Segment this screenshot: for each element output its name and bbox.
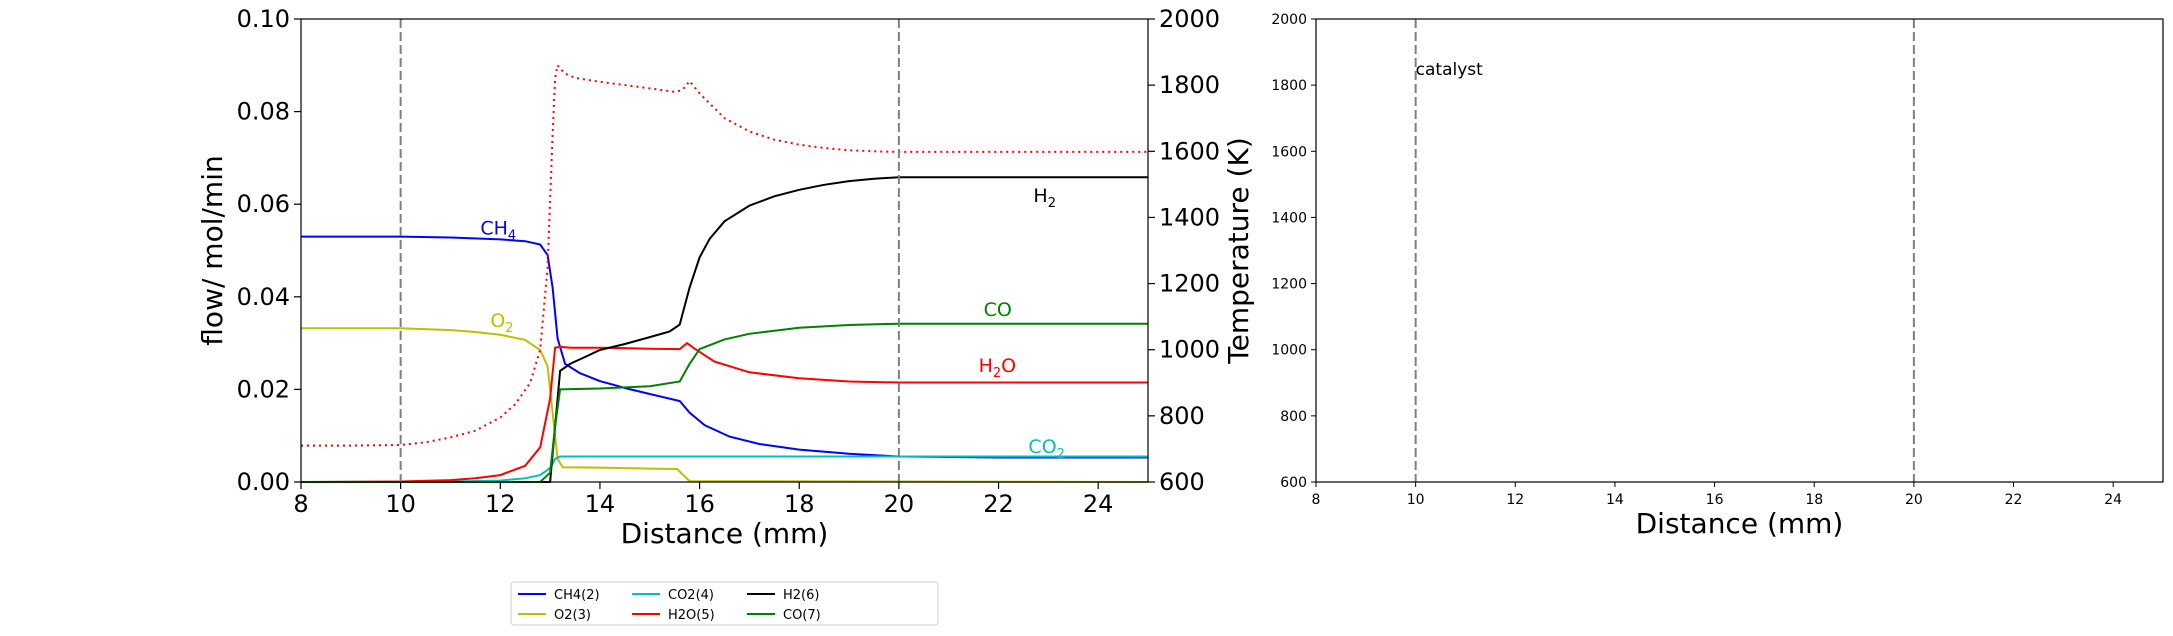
- plot-frame: [300, 18, 1149, 483]
- x-tick-label: 16: [1706, 492, 1724, 508]
- legend-entry: H2(6): [747, 588, 819, 603]
- legend: CH4(2) O2(3) CO2(4) H2O(5) H2(6) CO(7): [510, 581, 939, 626]
- x-tick-label: 22: [983, 490, 1014, 518]
- y-tick-label: 0.00: [237, 468, 290, 496]
- catalyst-boundary-lines: [399, 19, 900, 482]
- right-y-tick-label: 1400: [1159, 203, 1220, 231]
- legend-entry: CO2(4): [632, 588, 714, 603]
- right-y-axis-ticks: 600 800 1000 1200 1400 1600 1800 2000: [1148, 5, 1220, 496]
- series-label: H2: [1033, 185, 1056, 211]
- x-tick-label: 20: [1905, 492, 1923, 508]
- legend-entry: O2(3): [518, 608, 591, 623]
- series-label: CO: [984, 299, 1012, 321]
- legend-label: H2O(5): [668, 608, 715, 623]
- species-series-group: [300, 176, 1149, 483]
- series-line: [300, 455, 1148, 483]
- x-axis-label: Distance (mm): [1636, 507, 1844, 540]
- series-label: H2O: [979, 355, 1017, 381]
- series-line: [300, 341, 1148, 483]
- right-y-tick-label: 1000: [1159, 336, 1220, 364]
- y-tick-label: 600: [1280, 475, 1307, 491]
- y-axis-ticks: 600 800 1000 1200 1400 1600 1800 2000: [1271, 12, 1316, 491]
- legend-label: CO2(4): [668, 588, 714, 603]
- x-tick-label: 24: [2104, 492, 2122, 508]
- x-tick-label: 8: [1312, 492, 1321, 508]
- legend-box: [510, 581, 939, 626]
- legend-label: H2(6): [783, 588, 819, 603]
- series-line: [301, 176, 1148, 483]
- x-tick-label: 14: [1606, 492, 1624, 508]
- x-tick-label: 10: [385, 490, 416, 518]
- legend-label: O2(3): [554, 608, 591, 623]
- x-tick-label: 14: [585, 490, 616, 518]
- y-tick-label: 0.06: [237, 190, 290, 218]
- x-tick-label: 22: [2005, 492, 2023, 508]
- y-tick-label: 1800: [1271, 78, 1307, 94]
- y-tick-label: 0.08: [237, 98, 290, 126]
- y-tick-label: 800: [1280, 409, 1307, 425]
- legend-label: CH4(2): [554, 588, 600, 603]
- series-label: O2: [490, 310, 513, 336]
- legend-entry: CO(7): [747, 608, 821, 623]
- plot-frame: [1315, 18, 2164, 483]
- y-tick-label: 0.10: [237, 5, 290, 33]
- series-line: [301, 327, 1149, 483]
- y-tick-label: 1200: [1271, 277, 1307, 293]
- x-tick-label: 10: [1407, 492, 1425, 508]
- y-axis-ticks: 0.00 0.02 0.04 0.06 0.08 0.10: [237, 5, 301, 496]
- right-y-tick-label: 600: [1159, 468, 1205, 496]
- y-tick-label: 0.02: [237, 375, 290, 403]
- y-tick-label: 2000: [1271, 12, 1307, 28]
- catalyst-annotation: catalyst: [1416, 60, 1483, 80]
- series-line: [301, 235, 1148, 459]
- right-y-tick-label: 800: [1159, 402, 1205, 430]
- x-tick-label: 12: [1506, 492, 1524, 508]
- right-y-tick-label: 2000: [1159, 5, 1220, 33]
- temperature-line: [301, 62, 1148, 447]
- y-tick-label: 1000: [1271, 343, 1307, 359]
- x-axis-ticks: 8 10 12 14 16 18 20 22 24: [1312, 482, 2122, 508]
- right-y-tick-label: 1800: [1159, 71, 1220, 99]
- temperature-chart: catalyst 8 10 12 14 16 18 20 22 24 600 800 1000 120…: [1271, 12, 2164, 540]
- series-line: [301, 322, 1148, 483]
- x-axis-label: Distance (mm): [621, 517, 829, 550]
- legend-label: CO(7): [783, 608, 821, 623]
- x-tick-label: 8: [293, 490, 308, 518]
- right-y-axis-label: Temperature (K): [1222, 137, 1255, 364]
- legend-entry: CH4(2): [518, 588, 600, 603]
- x-tick-label: 24: [1083, 490, 1114, 518]
- y-tick-label: 1400: [1271, 210, 1307, 226]
- x-tick-label: 18: [1805, 492, 1823, 508]
- legend-entry: H2O(5): [632, 608, 715, 623]
- y-tick-label: 1600: [1271, 144, 1307, 160]
- right-y-tick-label: 1200: [1159, 270, 1220, 298]
- x-tick-label: 16: [684, 490, 715, 518]
- x-tick-label: 18: [784, 490, 815, 518]
- x-axis-ticks: 8 10 12 14 16 18 20 22 24: [293, 482, 1113, 518]
- x-tick-label: 12: [485, 490, 516, 518]
- y-tick-label: 0.04: [237, 283, 290, 311]
- catalyst-boundary-lines: [1414, 19, 1915, 482]
- y-axis-label: flow/ mol/min: [196, 155, 229, 345]
- x-tick-label: 20: [884, 490, 915, 518]
- right-y-tick-label: 1600: [1159, 137, 1220, 165]
